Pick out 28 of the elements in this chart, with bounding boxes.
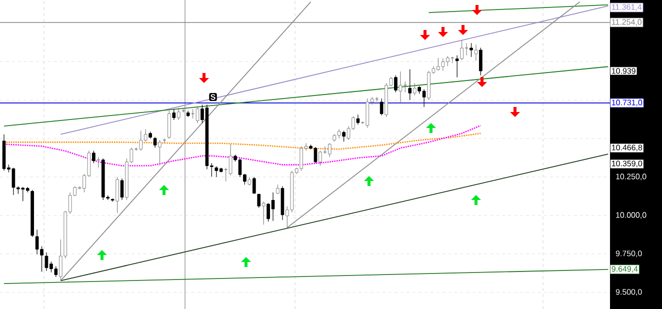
candlestick [342,130,346,142]
candlestick [398,71,402,104]
candlestick [479,47,482,76]
candlestick [455,55,459,78]
candlestick [262,201,266,225]
candlestick [96,156,100,168]
candlestick [276,184,280,194]
candlestick [257,194,261,208]
candlestick [412,82,416,96]
candlestick [228,144,232,176]
candlestick [153,136,157,148]
candlestick [328,142,332,158]
candlestick [172,108,176,120]
candlestick [380,98,384,116]
candlestick [470,42,473,58]
candlestick [116,176,119,214]
candlestick [252,176,256,194]
candlestick [120,178,124,200]
candlestick [356,114,360,125]
candlestick [168,110,171,139]
candlestick [408,68,412,100]
candlestick [158,140,162,166]
candlestick [196,106,200,124]
candlestick [474,44,478,62]
candlestick [176,107,180,120]
candlestick [162,138,166,144]
candlestick [394,75,398,93]
candlestick [92,150,96,164]
